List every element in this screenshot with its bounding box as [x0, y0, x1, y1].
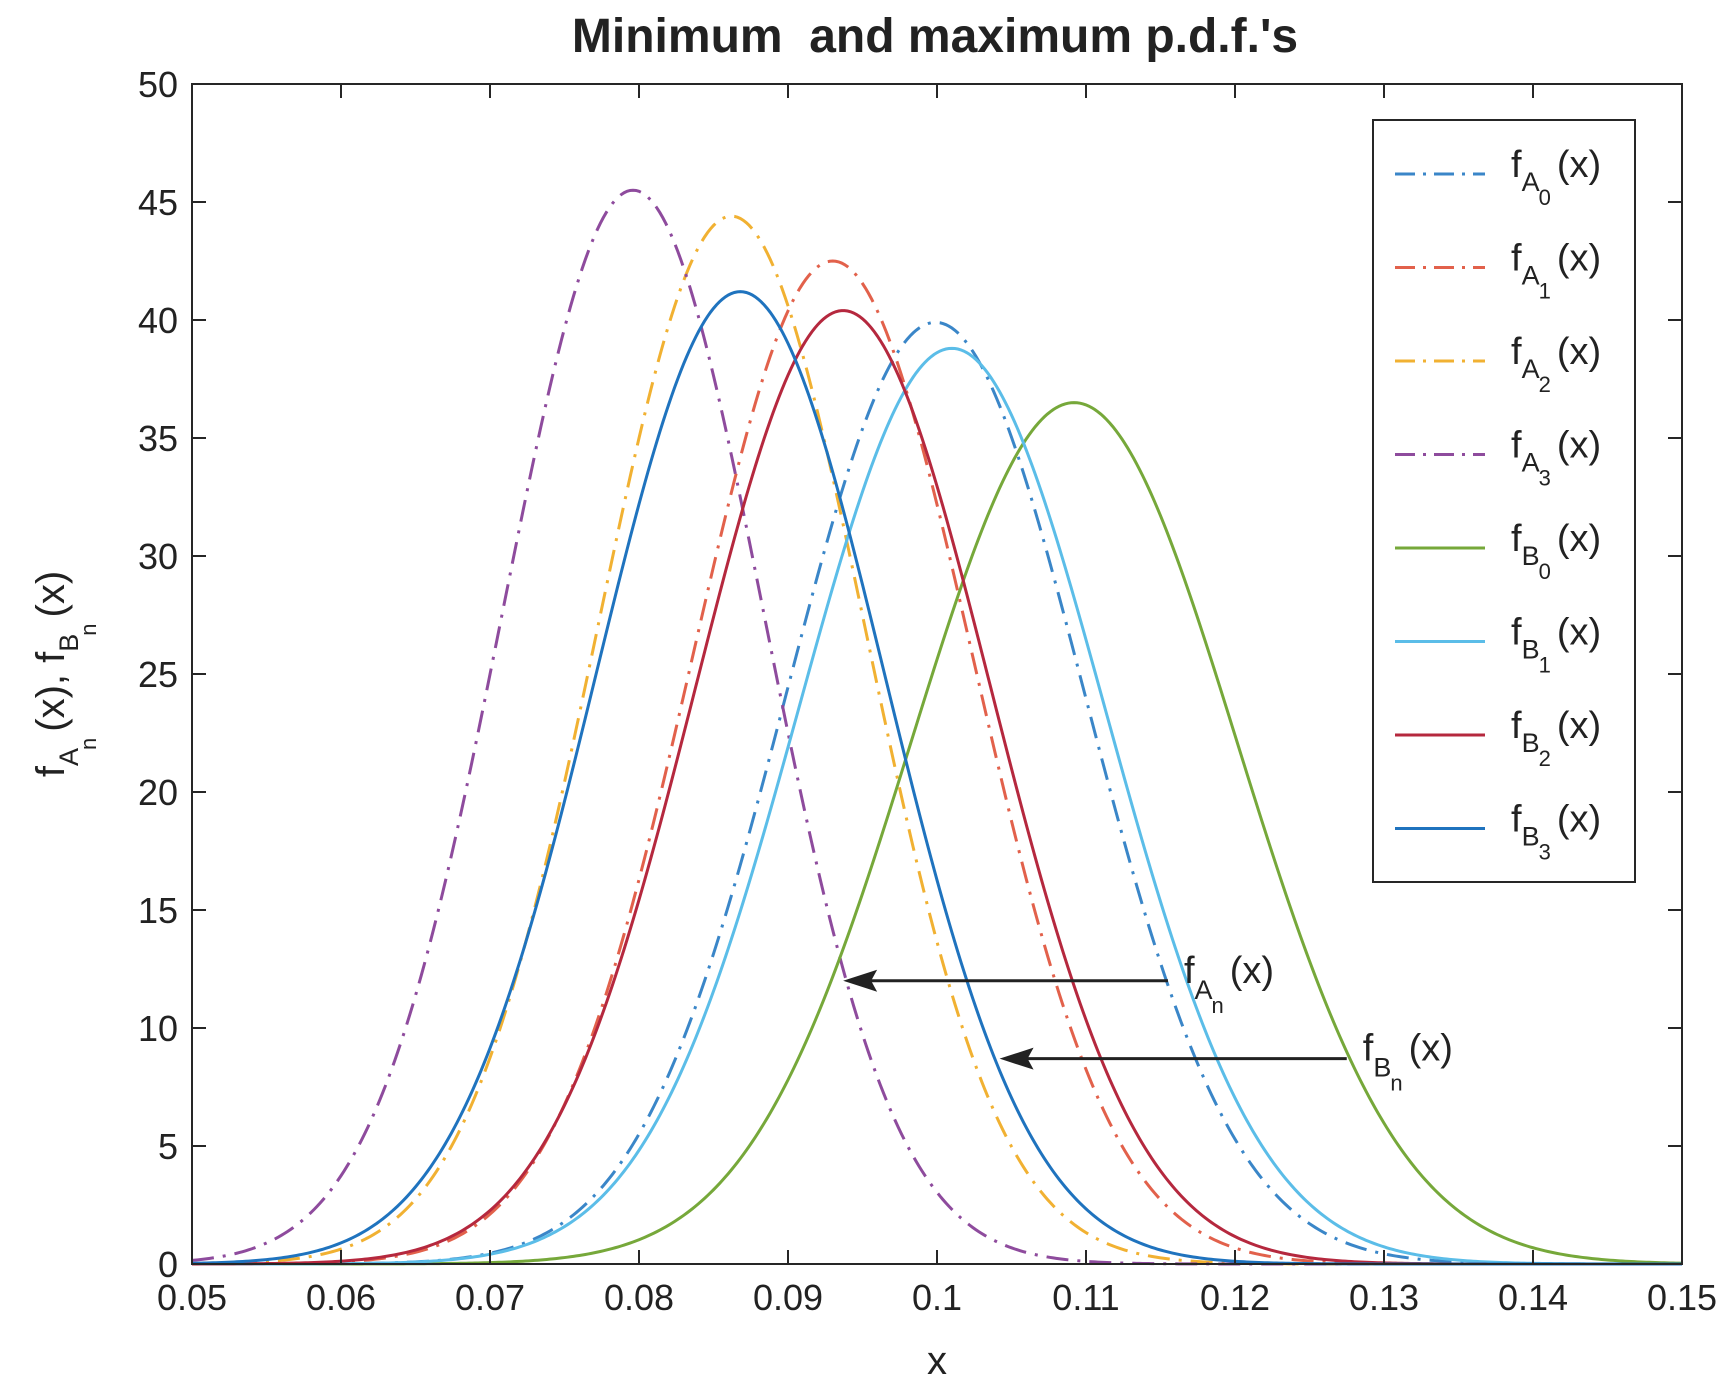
y-label-sub-n: n — [76, 738, 101, 750]
y-label-sub-n2: n — [76, 623, 101, 635]
y-label-f2: f — [29, 651, 73, 663]
y-tick-label: 5 — [158, 1126, 178, 1167]
y-label-sub-a: A — [54, 748, 84, 766]
legend-entry: fB1(x) — [1511, 612, 1601, 678]
legend: fA0(x) fA1(x) fA2(x) fA3(x) fB0(x) fB1(x) fB2(… — [1372, 119, 1636, 883]
y-axis-ticks: 0 5 10 15 20 25 30 35 40 45 50 — [138, 64, 1682, 1285]
y-tick-label: 0 — [158, 1244, 178, 1285]
x-tick-label: 0.1 — [912, 1277, 962, 1318]
x-tick-label: 0.08 — [604, 1277, 674, 1318]
y-label-mid: (x), — [29, 663, 73, 732]
y-label-f1: f — [29, 765, 73, 777]
x-tick-label: 0.11 — [1052, 1277, 1119, 1318]
x-tick-label: 0.14 — [1498, 1277, 1568, 1318]
annotation-label-a: fAn(x) — [1184, 950, 1274, 1018]
y-axis-label: fAn(x), fBn(x) — [29, 571, 101, 777]
y-tick-label: 15 — [138, 890, 178, 931]
y-tick-label: 50 — [138, 64, 178, 105]
x-tick-label: 0.06 — [306, 1277, 376, 1318]
legend-entry: fB2(x) — [1511, 705, 1601, 771]
chart-title: Minimum and maximum p.d.f.'s — [572, 10, 1298, 63]
y-tick-label: 40 — [138, 300, 178, 341]
legend-entry: fA1(x) — [1511, 238, 1601, 304]
x-tick-label: 0.05 — [157, 1277, 227, 1318]
y-label-sub-b: B — [54, 634, 84, 652]
x-tick-label: 0.12 — [1200, 1277, 1270, 1318]
x-tick-label: 0.15 — [1647, 1277, 1717, 1318]
x-tick-label: 0.13 — [1349, 1277, 1419, 1318]
annotation-arrow-head — [999, 1047, 1034, 1070]
annotation-arrow-head — [843, 969, 878, 992]
legend-entry: fA3(x) — [1511, 425, 1601, 491]
legend-entry: fA2(x) — [1511, 331, 1601, 397]
x-axis-label: x — [927, 1339, 947, 1383]
y-label-end: (x) — [29, 571, 73, 618]
annotation-label-b: fBn(x) — [1363, 1028, 1453, 1096]
x-tick-label: 0.07 — [455, 1277, 525, 1318]
y-tick-label: 25 — [138, 654, 178, 695]
legend-entry: fA0(x) — [1511, 144, 1601, 210]
x-axis-ticks: 0.05 0.06 0.07 0.08 0.09 0.1 0.11 0.12 0.13 0.14 0… — [157, 84, 1717, 1318]
y-tick-label: 20 — [138, 772, 178, 813]
series-line-b1 — [192, 346, 1682, 1266]
legend-entry: fB0(x) — [1511, 518, 1601, 584]
x-tick-label: 0.09 — [753, 1277, 823, 1318]
annotations-group: fAn(x) fBn(x) — [843, 950, 1453, 1096]
y-tick-label: 10 — [138, 1008, 178, 1049]
y-tick-label: 30 — [138, 536, 178, 577]
legend-entry: fB3(x) — [1511, 799, 1601, 865]
y-tick-label: 45 — [138, 182, 178, 223]
y-tick-label: 35 — [138, 418, 178, 459]
legend-box — [1372, 119, 1636, 883]
